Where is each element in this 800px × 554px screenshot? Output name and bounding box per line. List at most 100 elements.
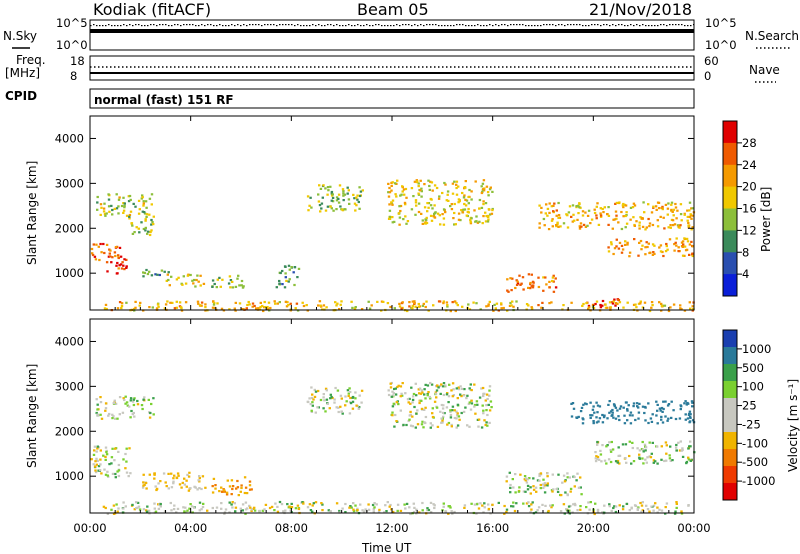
power-cell bbox=[388, 215, 392, 218]
noise-search-dot bbox=[150, 24, 152, 26]
power-cell bbox=[401, 301, 404, 304]
noise-search-dot bbox=[297, 24, 299, 26]
power-cell bbox=[453, 180, 456, 183]
power-cell bbox=[474, 220, 477, 223]
power-cell bbox=[335, 199, 339, 202]
velocity-cell bbox=[440, 383, 443, 386]
power-cell bbox=[116, 307, 120, 310]
velocity-cell bbox=[579, 508, 582, 511]
power-cell bbox=[644, 253, 647, 256]
velocity-cell bbox=[94, 460, 97, 463]
velocity-cell bbox=[426, 509, 429, 512]
power-cell bbox=[152, 223, 155, 226]
noise-search-dot bbox=[561, 24, 563, 26]
velocity-cell bbox=[95, 450, 98, 453]
power-cell bbox=[507, 290, 510, 293]
power-cell bbox=[332, 209, 335, 212]
power-cell bbox=[318, 204, 322, 207]
velocity-cell bbox=[660, 418, 663, 421]
power-cell bbox=[655, 208, 658, 211]
velocity-cell bbox=[654, 502, 657, 505]
noise-search-dot bbox=[234, 25, 236, 27]
velocity-cell bbox=[113, 459, 116, 462]
velocity-cell bbox=[157, 507, 161, 510]
velocity-cell bbox=[427, 391, 430, 394]
power-cell bbox=[455, 180, 459, 183]
power-cell bbox=[602, 211, 605, 214]
power-cell bbox=[234, 285, 238, 288]
power-cell bbox=[622, 306, 625, 309]
power-cell bbox=[557, 201, 560, 205]
velocity-cell bbox=[114, 402, 118, 405]
velocity-cell bbox=[462, 394, 466, 397]
noise-search-dot bbox=[213, 25, 215, 27]
power-cell bbox=[478, 207, 481, 210]
velocity-cell bbox=[686, 417, 690, 420]
velocity-cell bbox=[640, 504, 644, 507]
power-cell bbox=[558, 216, 562, 219]
power-cell bbox=[447, 199, 450, 202]
power-cell bbox=[480, 191, 484, 195]
velocity-cell bbox=[643, 411, 646, 415]
power-cell bbox=[149, 230, 152, 234]
power-cell bbox=[463, 186, 466, 189]
noise-search-dot bbox=[570, 24, 572, 26]
velocity-cell bbox=[485, 404, 488, 407]
velocity-cell bbox=[110, 462, 113, 465]
velocity-cell bbox=[180, 486, 183, 489]
power-cell bbox=[491, 209, 494, 212]
velocity-cell bbox=[439, 392, 442, 395]
velocity-cell bbox=[477, 418, 481, 421]
power-cell bbox=[410, 187, 414, 190]
power-cell bbox=[292, 271, 295, 274]
velocity-cell bbox=[172, 480, 175, 483]
power-cell bbox=[660, 309, 663, 312]
power-cell bbox=[622, 206, 625, 209]
power-cell bbox=[322, 184, 325, 187]
velocity-cell bbox=[201, 505, 205, 509]
power-cell bbox=[573, 219, 576, 222]
power-cell bbox=[422, 302, 425, 305]
velocity-cell bbox=[470, 402, 474, 405]
velocity-cell bbox=[154, 510, 158, 513]
velocity-cell bbox=[589, 414, 592, 417]
velocity-cell bbox=[143, 396, 146, 399]
power-cell bbox=[687, 221, 690, 225]
velocity-cell bbox=[351, 407, 355, 410]
power-cell bbox=[638, 224, 641, 227]
velocity-cell bbox=[542, 478, 545, 481]
power-cell bbox=[632, 202, 636, 205]
power-cell bbox=[396, 179, 399, 182]
velocity-cell bbox=[377, 510, 381, 513]
velocity-cell bbox=[106, 474, 109, 477]
velocity-cell bbox=[145, 510, 149, 513]
power-cell bbox=[342, 192, 345, 195]
velocity-cell bbox=[118, 413, 121, 416]
velocity-cell bbox=[664, 400, 667, 403]
velocity-cell bbox=[389, 386, 393, 389]
velocity-cell bbox=[124, 452, 127, 456]
power-cell bbox=[163, 307, 167, 310]
power-cell bbox=[420, 187, 423, 190]
noise-search-dot bbox=[327, 24, 329, 26]
power-cell bbox=[622, 202, 625, 206]
power-cell bbox=[525, 303, 529, 306]
velocity-cell bbox=[662, 400, 665, 403]
velocity-cell bbox=[505, 480, 508, 483]
velocity-cell bbox=[677, 441, 680, 444]
power-cell bbox=[652, 251, 655, 254]
velocity-cell bbox=[689, 440, 692, 443]
power-cell bbox=[137, 227, 140, 230]
noise-search-dot bbox=[495, 24, 497, 26]
velocity-cell bbox=[189, 487, 192, 490]
velocity-cell bbox=[606, 417, 609, 420]
power-cell bbox=[175, 278, 179, 281]
velocity-cell bbox=[634, 418, 637, 422]
noise-search-dot bbox=[147, 25, 149, 27]
velocity-cell bbox=[631, 414, 634, 417]
velocity-cell bbox=[592, 420, 595, 423]
velocity-cell bbox=[484, 399, 487, 402]
power-cell bbox=[240, 284, 243, 287]
noise-search-dot bbox=[171, 25, 173, 27]
power-cell bbox=[582, 302, 585, 306]
